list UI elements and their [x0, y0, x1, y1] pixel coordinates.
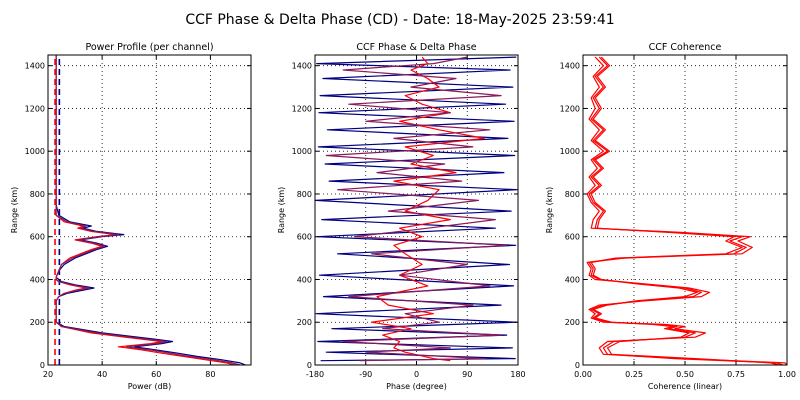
y-tick-label: 600	[297, 233, 312, 242]
y-tick-label: 600	[30, 233, 45, 242]
series-line-channel-1	[315, 56, 518, 362]
x-tick-label: 20	[43, 370, 53, 379]
y-tick-label: 800	[565, 190, 580, 199]
y-tick-label: 400	[565, 275, 580, 284]
y-tick-label: 1200	[560, 104, 580, 113]
x-axis-label: Phase (degree)	[386, 382, 447, 391]
y-tick-label: 400	[30, 275, 45, 284]
y-tick-label: 1400	[560, 62, 580, 71]
series-line-channel-3	[55, 55, 241, 365]
x-tick-label: 60	[151, 370, 161, 379]
x-tick-label: 1.00	[778, 370, 796, 379]
y-tick-label: 800	[297, 190, 312, 199]
series-group	[586, 56, 787, 365]
x-tick-label: 180	[510, 370, 525, 379]
chart-panel-2: 0 200 400 600 800 1000 1200 1400 -180 -90 0 90 180 CC…	[277, 42, 526, 391]
y-tick-label: 1400	[25, 62, 45, 71]
plot-frame	[582, 54, 788, 366]
series-group	[315, 56, 518, 362]
series-line-channel-1	[586, 56, 787, 365]
chart-panel-3: 0 200 400 600 800 1000 1200 1400 0.00 0.25 0.50 0.7…	[545, 42, 796, 391]
y-axis-label: Range (km)	[277, 187, 286, 234]
y-tick-label: 800	[30, 190, 45, 199]
x-tick-label: 40	[97, 370, 107, 379]
y-axis-label: Range (km)	[545, 187, 554, 234]
panel-title: CCF Phase & Delta Phase	[356, 42, 476, 53]
series-group	[55, 55, 246, 365]
chart-panel-1: 0 200 400 600 800 1000 1200 1400 20 40 60 80 Power P…	[10, 42, 252, 391]
series-line-channel-3	[590, 56, 779, 365]
x-tick-label: 90	[462, 370, 472, 379]
series-line-channel-1	[55, 55, 246, 365]
x-tick-label: 0.50	[676, 370, 694, 379]
y-tick-label: 1000	[560, 147, 580, 156]
y-tick-label: 0	[307, 361, 312, 370]
y-tick-label: 600	[565, 233, 580, 242]
x-axis-label: Power (dB)	[128, 382, 172, 391]
y-tick-label: 200	[30, 318, 45, 327]
plot-frame	[47, 54, 252, 366]
series-line-channel-2	[588, 56, 784, 365]
y-tick-label: 1000	[25, 147, 45, 156]
x-tick-label: 0	[414, 370, 419, 379]
y-tick-label: 1400	[292, 62, 312, 71]
y-tick-label: 400	[297, 275, 312, 284]
panel-title: Power Profile (per channel)	[85, 42, 213, 53]
y-tick-label: 0	[40, 361, 45, 370]
series-line-channel-2	[55, 55, 235, 365]
y-tick-label: 200	[565, 318, 580, 327]
figure-title: CCF Phase & Delta Phase (CD) - Date: 18-…	[185, 12, 614, 28]
x-tick-label: 0.00	[574, 370, 592, 379]
series-line-channel-2	[370, 56, 485, 362]
x-tick-label: -90	[359, 370, 372, 379]
series-line-channel-3	[325, 56, 508, 362]
y-tick-label: 1200	[25, 104, 45, 113]
y-tick-label: 1200	[292, 104, 312, 113]
x-tick-label: 0.25	[625, 370, 643, 379]
x-tick-label: 0.75	[727, 370, 745, 379]
y-tick-label: 1000	[292, 147, 312, 156]
x-tick-label: -180	[306, 370, 324, 379]
x-axis-label: Coherence (linear)	[648, 382, 722, 391]
panel-title: CCF Coherence	[649, 42, 722, 53]
x-tick-label: 80	[205, 370, 215, 379]
y-axis-label: Range (km)	[10, 187, 19, 234]
y-tick-label: 0	[575, 361, 580, 370]
y-tick-label: 200	[297, 318, 312, 327]
